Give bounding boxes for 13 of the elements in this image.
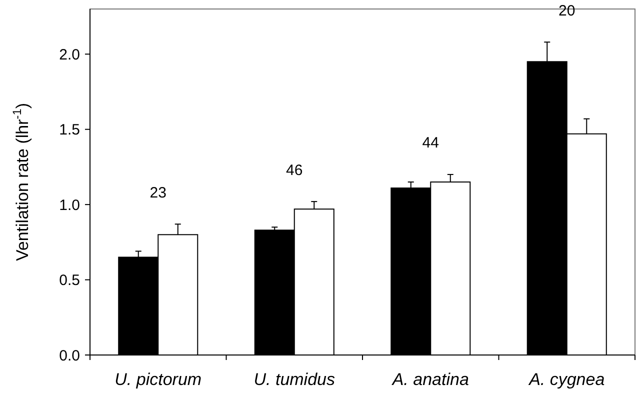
x-tick-label: A. cygnea: [528, 370, 605, 389]
y-tick-label: 1.0: [59, 196, 80, 214]
annotation: 46: [286, 162, 303, 179]
annotation: 23: [150, 184, 166, 202]
x-tick-label: U. pictorum: [114, 370, 202, 389]
y-tick-label: 1.5: [59, 122, 80, 139]
y-tick-label: 0.0: [59, 347, 80, 364]
x-tick-label: U. tumidus: [254, 370, 336, 389]
annotation: 20: [558, 2, 576, 20]
y-tick-label: 2.0: [59, 46, 80, 64]
x-tick-label: A. anatina: [391, 370, 469, 389]
y-tick-label: 0.5: [59, 272, 80, 290]
annotation: 44: [422, 134, 439, 152]
